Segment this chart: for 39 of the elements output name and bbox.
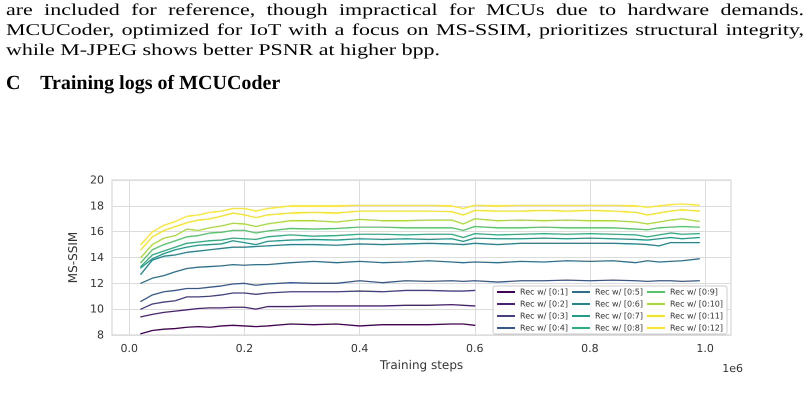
legend-label: Rec w/ [0:8]: [594, 324, 643, 332]
legend-label: Rec w/ [0:5]: [594, 288, 643, 296]
x-tick-label: 0.8: [581, 342, 599, 355]
x-tick-label: 0.2: [236, 342, 254, 355]
text: are included for reference, though impractical for MCUs due to hardware demands. MCUCoder, optimized for IoT with a focus on MS-SSIM, prioritizes structural integrity, while M-JPEG shows better PSNR at higher bpp.: [6, 0, 804, 60]
legend-label: Rec w/ [0:3]: [520, 312, 568, 320]
x-tick-label: 0.0: [120, 342, 138, 355]
legend-label: Rec w/ [0:1]: [520, 288, 568, 296]
legend-label: Rec w/ [0:10]: [670, 300, 724, 308]
legend-label: Rec w/ [0:4]: [520, 324, 568, 332]
line-series: [140, 226, 700, 264]
y-tick-label: 20: [90, 174, 104, 186]
line-series: [140, 323, 476, 334]
x-tick-label: 1.0: [696, 342, 714, 355]
legend-label: Rec w/ [0:6]: [594, 300, 643, 308]
y-axis-title: MS-SSIM: [66, 232, 80, 284]
text: 1e6: [722, 362, 743, 375]
x-tick-label: 0.6: [466, 342, 484, 355]
x-axis-title: Training steps: [378, 358, 464, 372]
line-series: [140, 203, 700, 246]
y-tick-label: 14: [90, 251, 104, 264]
legend-label: Rec w/ [0:2]: [520, 300, 568, 308]
y-tick-label: 16: [90, 225, 104, 238]
legend-label: Rec w/ [0:11]: [670, 312, 724, 320]
legend-label: Rec w/ [0:12]: [670, 324, 724, 332]
line-series: [140, 218, 700, 258]
line-series: [140, 209, 700, 250]
line-series: [140, 242, 700, 275]
y-tick-label: 10: [90, 302, 104, 316]
legend-label: Rec w/ [0:7]: [594, 312, 643, 320]
y-tick-label: 18: [90, 199, 104, 212]
line-series: [140, 258, 700, 284]
legend-label: Rec w/ [0:9]: [670, 288, 718, 296]
chart-title: C Training logs of MCUCoder: [6, 72, 280, 95]
x-tick-label: 0.4: [350, 342, 368, 355]
y-tick-label: 12: [90, 276, 104, 290]
y-tick-label: 8: [97, 328, 104, 342]
line-series: [140, 290, 476, 310]
line-series: [140, 304, 476, 318]
